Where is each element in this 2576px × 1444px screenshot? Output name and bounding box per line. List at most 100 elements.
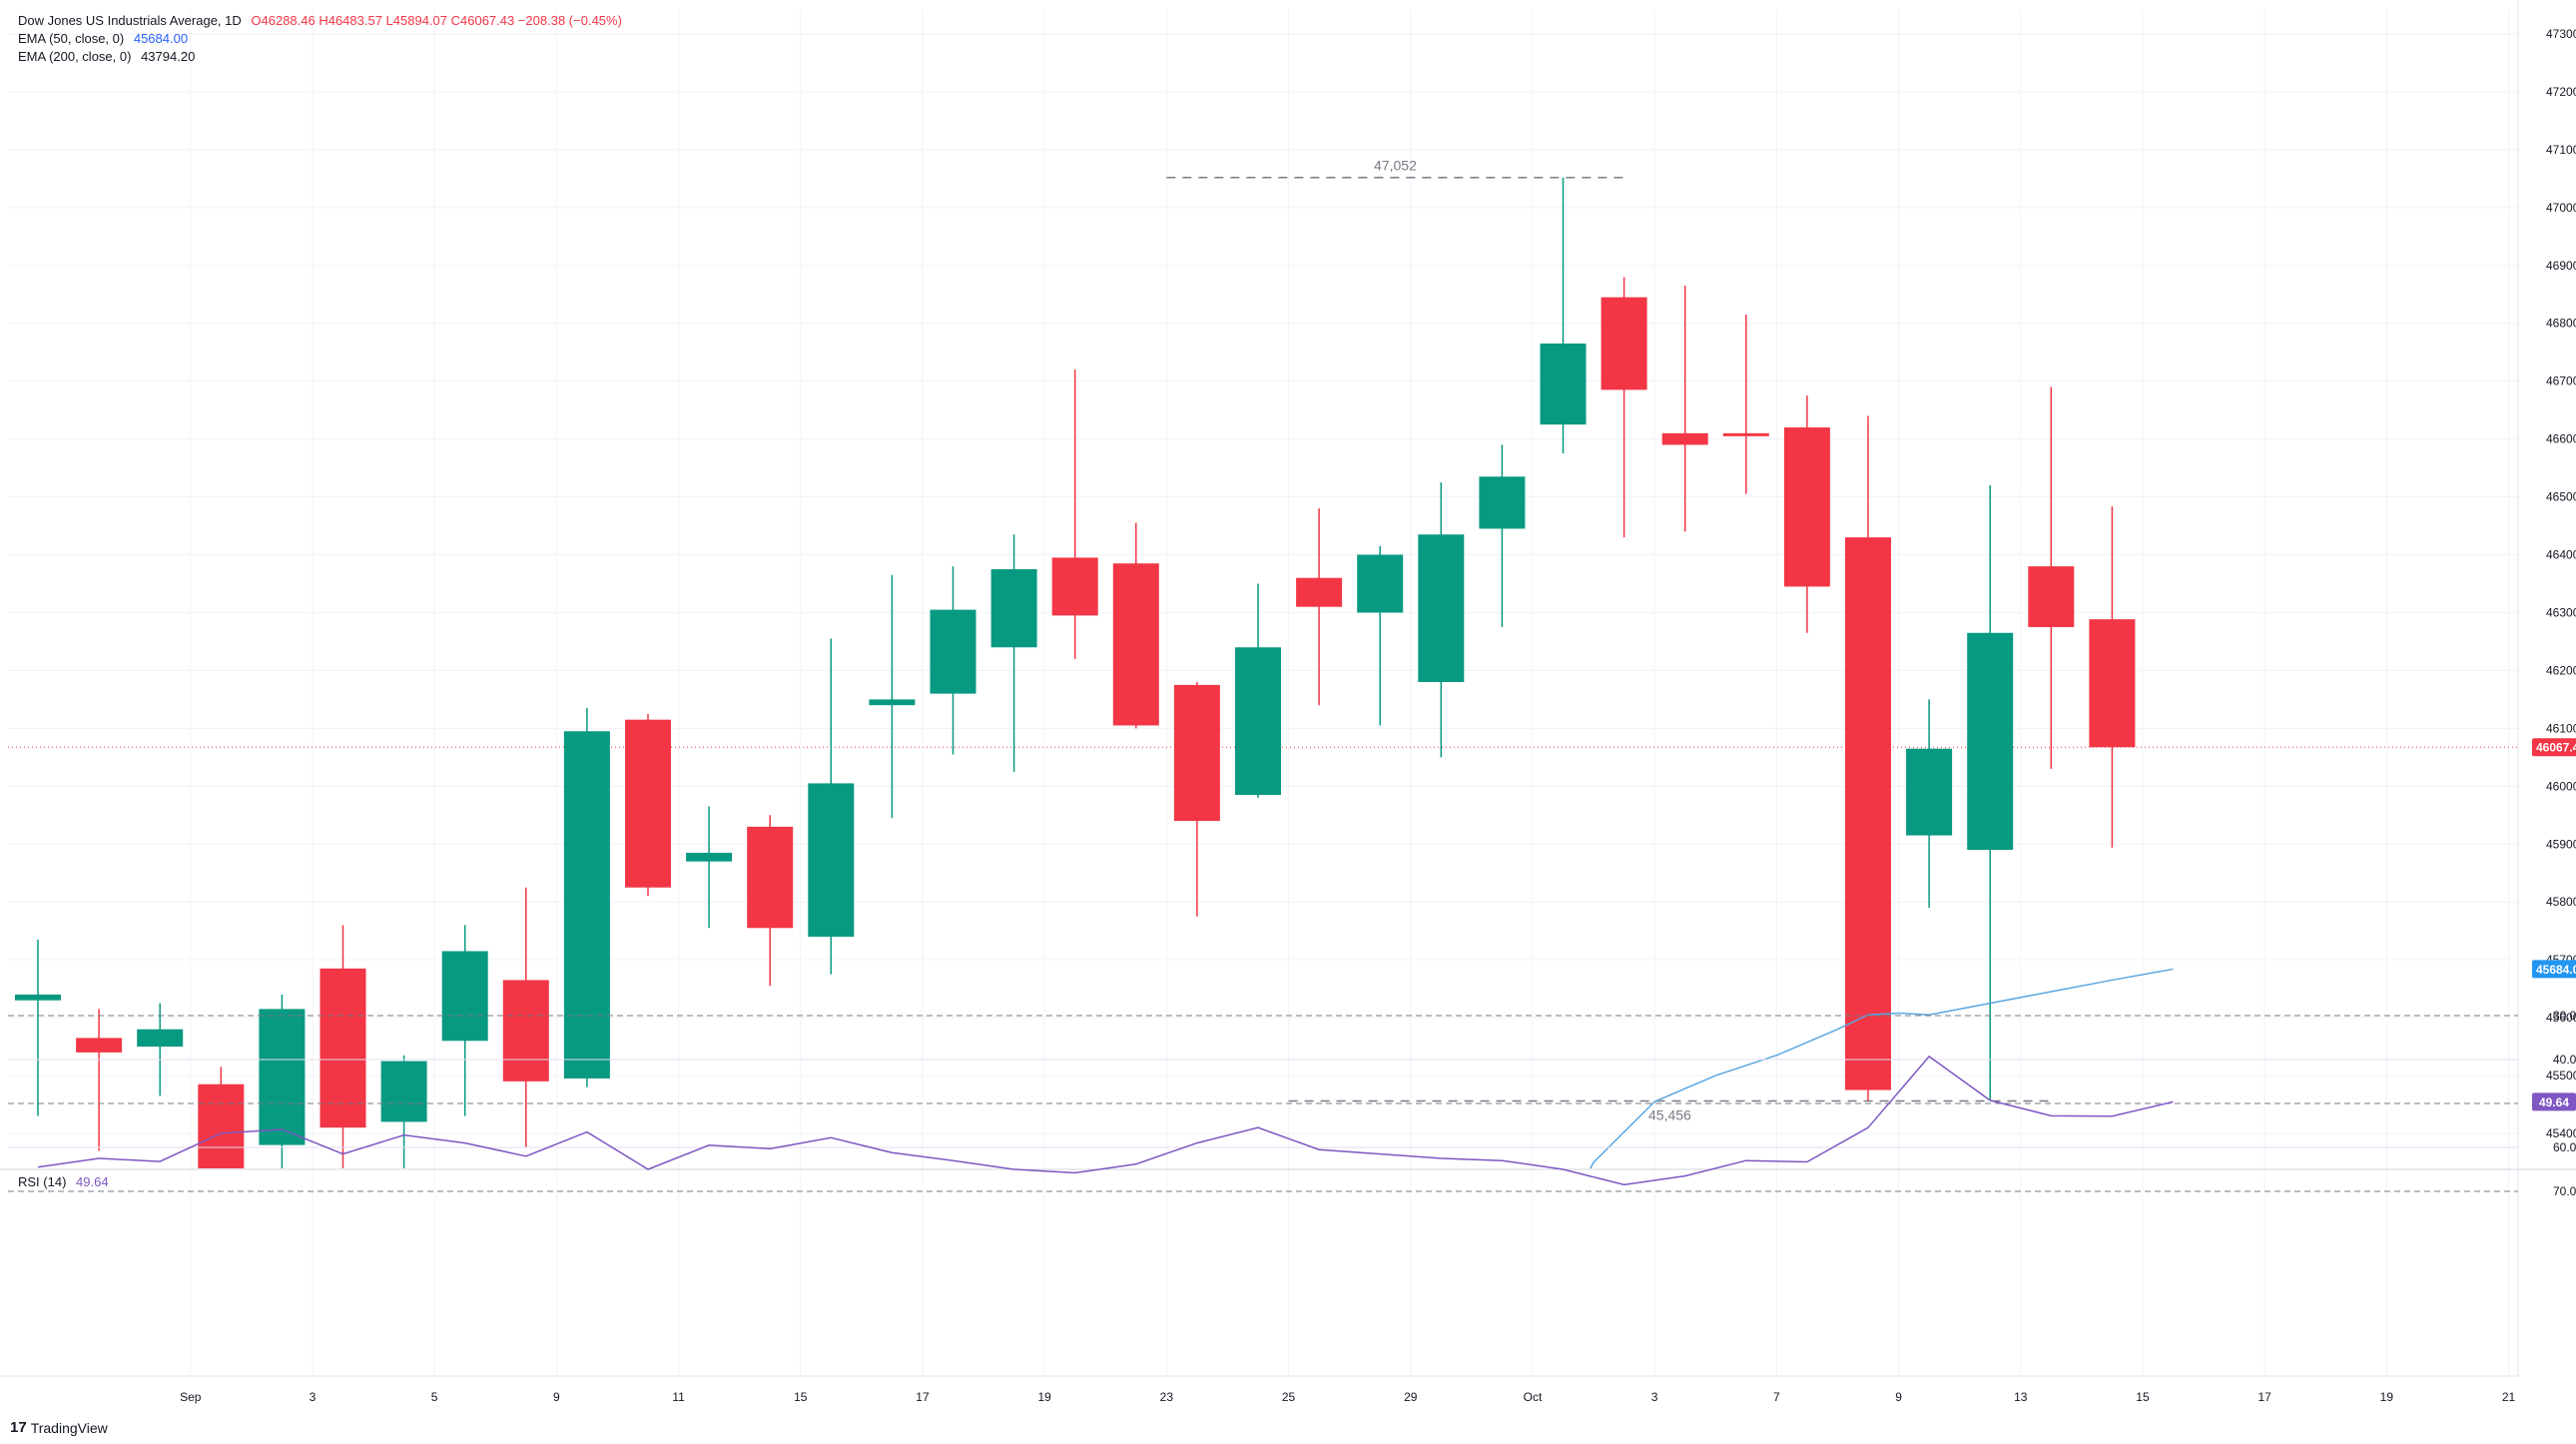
rsi-label: RSI (14) [18,1174,67,1189]
candle-body [1235,647,1281,796]
y-tick-label: 45800.00 [2546,895,2576,909]
y-tick-label: 45400.00 [2546,1126,2576,1140]
y-tick-label: 46000.00 [2546,779,2576,793]
candle-body [1906,748,1953,836]
ema50-legend: EMA (50, close, 0) 45684.00 [18,31,194,46]
x-tick-label: 23 [1160,1390,1174,1404]
candle-body [137,1029,184,1048]
x-tick-label: 9 [553,1390,560,1404]
ohlc-values: O46288.46 H46483.57 L45894.07 C46067.43 … [251,13,622,28]
y-tick-label: 46600.00 [2546,432,2576,446]
candle-body [1173,684,1220,822]
y-tick-label: 47100.00 [2546,143,2576,157]
rsi-tick-label: 70.00 [2553,1184,2576,1198]
candle-body [808,783,855,937]
x-tick-label: 15 [2136,1390,2150,1404]
candle-body [1540,344,1587,425]
x-tick-label: 5 [431,1390,438,1404]
y-tick-label: 46200.00 [2546,663,2576,677]
tradingview-logo[interactable]: 17 TradingView [10,1419,108,1436]
current-price-label: 46067.43 [2536,741,2576,755]
y-tick-label: 47000.00 [2546,201,2576,215]
annotation-label: 47,052 [1374,158,1417,174]
candle-body [625,719,671,888]
x-tick-label: 29 [1404,1390,1418,1404]
candle-body [76,1038,123,1053]
x-tick-label: 19 [2380,1390,2394,1404]
candle-body [502,980,549,1082]
x-tick-label: 17 [916,1390,930,1404]
candle-body [747,826,794,929]
candle-body [1296,577,1343,607]
candle-body [259,1009,306,1145]
y-tick-label: 46300.00 [2546,605,2576,619]
x-tick-label: 13 [2014,1390,2028,1404]
tradingview-logo-text: TradingView [30,1419,108,1436]
symbol-title: Dow Jones US Industrials Average, 1D [18,13,242,28]
candle-body [990,569,1037,648]
y-tick-label: 46700.00 [2546,374,2576,388]
y-tick-label: 46400.00 [2546,548,2576,562]
candle-body [563,731,610,1079]
rsi-tick-label: 30.00 [2553,1009,2576,1023]
candle-body [380,1061,427,1122]
candle-body [320,968,366,1128]
candle-body [1845,537,1891,1090]
candle-body [930,609,976,694]
rsi-tick-label: 60.00 [2553,1140,2576,1154]
candle-body [1357,554,1404,613]
x-tick-label: 25 [1282,1390,1296,1404]
ema50-price-label-bg [2532,960,2576,979]
x-tick-label: 3 [1651,1390,1658,1404]
candle-body [441,951,488,1042]
main-pane: 47,052 45,456 [8,158,2518,1168]
candle-body [2028,566,2075,627]
ema50-line [1590,968,2174,1168]
x-tick-label: 11 [672,1390,685,1404]
x-tick-label: Sep [180,1390,202,1404]
tradingview-logo-icon: 17 [10,1419,27,1436]
rsi-tick-label: 40.00 [2553,1053,2576,1067]
candle-body [1783,427,1830,587]
candle-body [1418,534,1465,683]
candle-body [1051,557,1098,616]
y-tick-label: 45500.00 [2546,1069,2576,1083]
candle-body [1722,432,1769,436]
x-tick-label: 7 [1773,1390,1780,1404]
candle-body [1601,297,1647,390]
x-tick-label: 17 [2257,1390,2271,1404]
ema200-label: EMA (200, close, 0) [18,49,132,64]
x-tick-label: Oct [1524,1390,1543,1404]
candle-body [1112,563,1159,726]
annotation-label: 45,456 [1648,1107,1691,1123]
x-tick-label: 21 [2502,1390,2516,1404]
rsi-line [37,1055,2174,1186]
y-tick-label: 45900.00 [2546,837,2576,851]
x-tick-label: 3 [310,1390,317,1404]
y-tick-label: 47300.00 [2546,27,2576,41]
y-tick-label: 46500.00 [2546,490,2576,504]
candle-body [1479,476,1526,529]
candle-body [2089,619,2136,748]
x-tick-label: 9 [1895,1390,1902,1404]
rsi-value-label-bg [2532,1092,2576,1111]
rsi-value-label: 49.64 [2539,1095,2569,1109]
candle-body [686,852,733,862]
candle-body [1661,432,1708,445]
ema200-value: 43794.20 [141,49,196,64]
candle-body [1967,632,2014,851]
y-tick-label: 46100.00 [2546,721,2576,735]
rsi-legend: RSI (14) 49.64 [18,1174,115,1189]
ema50-value: 45684.00 [133,31,189,46]
y-tick-label: 47200.00 [2546,85,2576,99]
ema50-price-label: 45684.00 [2536,963,2576,977]
main-legend: Dow Jones US Industrials Average, 1D O46… [18,13,628,28]
ema50-label: EMA (50, close, 0) [18,31,125,46]
x-tick-label: 15 [794,1390,808,1404]
ema200-legend: EMA (200, close, 0) 43794.20 [18,49,201,64]
y-tick-label: 46900.00 [2546,259,2576,273]
candle-body [15,994,61,1001]
rsi-value: 49.64 [76,1174,109,1189]
